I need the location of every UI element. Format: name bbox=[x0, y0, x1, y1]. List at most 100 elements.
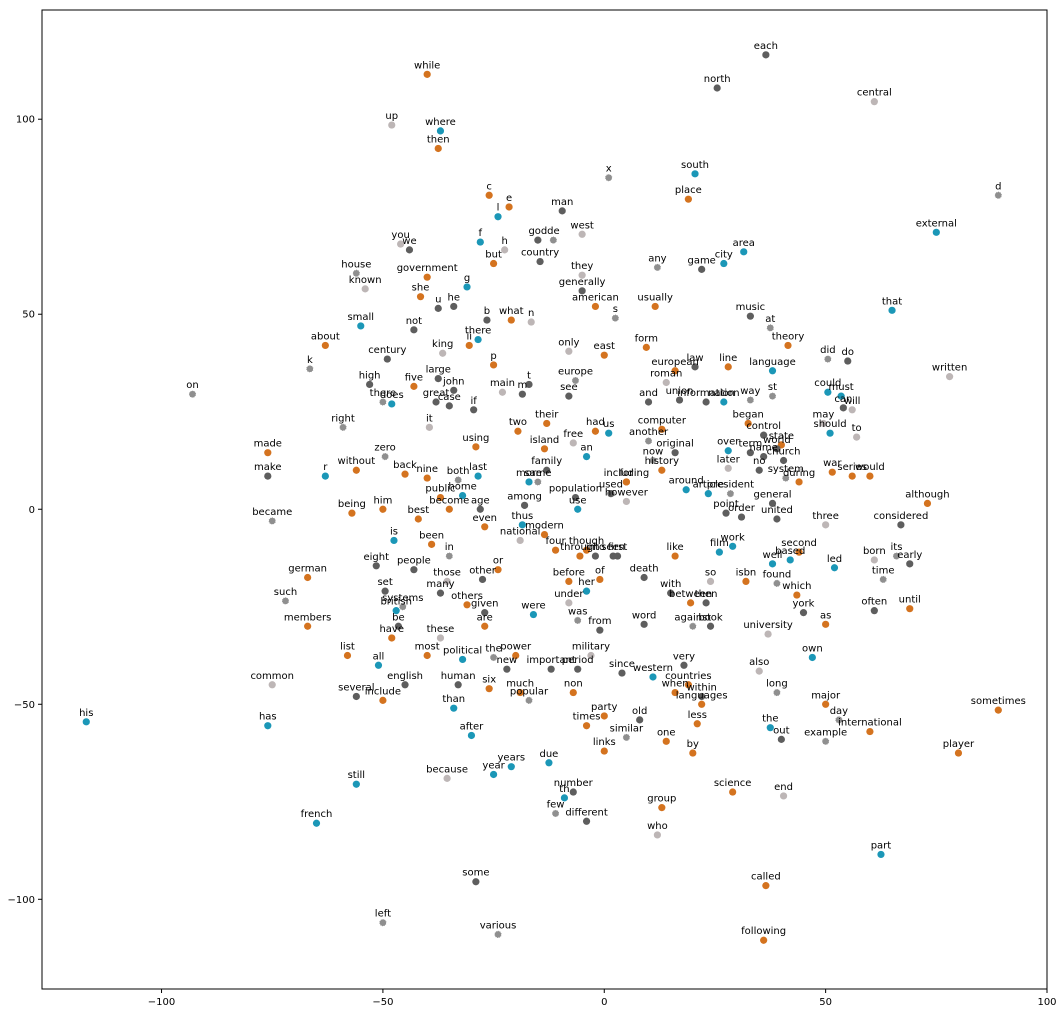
point-label: st bbox=[768, 382, 777, 393]
data-point bbox=[671, 688, 679, 697]
point-label: are bbox=[477, 612, 493, 623]
data-point bbox=[470, 406, 478, 414]
point-label: two bbox=[509, 417, 527, 428]
point-label: last bbox=[469, 462, 487, 473]
data-point bbox=[684, 681, 692, 689]
point-label: new bbox=[497, 655, 518, 666]
data-point bbox=[321, 472, 329, 480]
point-label: born bbox=[863, 546, 886, 557]
data-point bbox=[543, 466, 551, 474]
data-point bbox=[766, 323, 775, 332]
data-point bbox=[450, 386, 458, 394]
point-label: members bbox=[284, 612, 331, 623]
point-label: into bbox=[586, 542, 605, 553]
point-label: word bbox=[632, 610, 657, 621]
point-label: been bbox=[419, 530, 444, 541]
data-point bbox=[485, 191, 493, 199]
point-label: until bbox=[899, 595, 921, 606]
data-point bbox=[706, 577, 715, 586]
data-point bbox=[786, 556, 794, 564]
data-point bbox=[525, 380, 533, 389]
point-label: with bbox=[660, 579, 681, 590]
point-label: well bbox=[763, 550, 783, 561]
data-point bbox=[772, 579, 781, 588]
data-point bbox=[571, 376, 580, 385]
point-label: following bbox=[741, 926, 786, 937]
point-label: important bbox=[526, 655, 575, 666]
point-label: by bbox=[687, 739, 699, 750]
data-point bbox=[478, 575, 487, 584]
point-label: who bbox=[647, 821, 668, 832]
point-label: president bbox=[707, 480, 754, 491]
data-point bbox=[906, 605, 914, 613]
point-label: being bbox=[338, 499, 366, 510]
point-label: european bbox=[651, 357, 698, 368]
data-point bbox=[569, 439, 577, 447]
point-label: even bbox=[472, 513, 497, 524]
data-point bbox=[994, 706, 1002, 714]
data-point bbox=[547, 665, 555, 673]
data-point bbox=[587, 651, 595, 660]
data-point bbox=[658, 804, 666, 812]
point-label: western bbox=[633, 663, 673, 674]
data-point bbox=[720, 398, 728, 406]
data-point bbox=[518, 390, 526, 398]
point-label: but bbox=[485, 250, 502, 261]
data-point bbox=[569, 788, 577, 796]
point-label: non bbox=[564, 679, 583, 690]
point-label: within bbox=[686, 682, 716, 693]
point-label: end bbox=[774, 782, 793, 793]
point-label: l bbox=[497, 203, 500, 214]
point-label: what bbox=[499, 306, 524, 317]
data-point bbox=[870, 556, 878, 564]
point-label: is bbox=[390, 526, 398, 537]
data-point bbox=[839, 404, 847, 412]
point-label: union bbox=[666, 386, 694, 397]
data-point bbox=[892, 552, 901, 561]
data-point bbox=[574, 505, 582, 513]
data-point bbox=[436, 634, 445, 642]
point-label: then bbox=[427, 134, 450, 145]
data-point bbox=[687, 599, 695, 607]
data-point bbox=[381, 452, 390, 461]
point-label: public bbox=[425, 484, 455, 495]
point-label: north bbox=[704, 74, 731, 85]
data-point bbox=[574, 665, 582, 673]
point-label: term bbox=[738, 439, 762, 450]
data-point bbox=[268, 516, 277, 525]
point-label: did bbox=[820, 345, 835, 356]
data-point bbox=[434, 144, 442, 153]
y-tick-label: 0 bbox=[29, 505, 35, 516]
data-point bbox=[551, 546, 560, 554]
point-label: south bbox=[681, 160, 709, 171]
point-label: family bbox=[531, 456, 562, 467]
data-point bbox=[744, 419, 752, 428]
point-label: as bbox=[820, 610, 831, 621]
point-label: no bbox=[753, 456, 765, 467]
point-label: r bbox=[323, 462, 328, 473]
data-point bbox=[445, 505, 453, 513]
data-point bbox=[607, 490, 615, 498]
data-point bbox=[445, 402, 453, 410]
data-point bbox=[653, 263, 662, 272]
data-point bbox=[644, 436, 653, 445]
data-point bbox=[760, 936, 768, 944]
point-label: against bbox=[674, 612, 711, 623]
point-label: languages bbox=[676, 690, 728, 701]
data-point bbox=[779, 792, 788, 800]
point-label: were bbox=[521, 601, 545, 612]
data-point bbox=[706, 622, 715, 630]
point-label: government bbox=[397, 263, 458, 274]
data-point bbox=[777, 735, 785, 743]
point-label: while bbox=[414, 60, 440, 71]
data-point bbox=[494, 566, 502, 574]
point-label: most bbox=[415, 642, 440, 653]
point-label: include bbox=[365, 686, 401, 697]
point-label: you bbox=[391, 230, 409, 241]
data-point bbox=[304, 573, 312, 582]
data-point bbox=[808, 653, 816, 662]
data-point bbox=[837, 392, 845, 400]
point-label: article bbox=[693, 480, 724, 491]
data-point bbox=[591, 552, 600, 560]
data-point bbox=[746, 312, 754, 320]
